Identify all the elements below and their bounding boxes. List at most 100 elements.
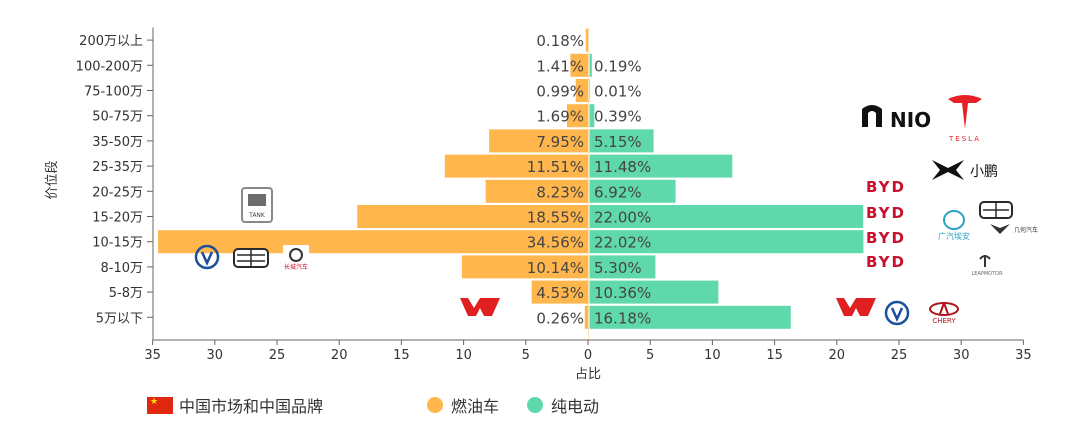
wuling-logo-ev: [836, 298, 876, 316]
legend-flag-label: 中国市场和中国品牌: [179, 397, 324, 416]
x-tick-label: 10: [455, 348, 472, 363]
gac-aion-logo: 广汽埃安: [938, 210, 970, 241]
x-tick-label: 25: [269, 348, 286, 363]
svg-text:小鹏: 小鹏: [970, 164, 998, 180]
geely-logo: [233, 248, 269, 268]
legend-fuel-label: 燃油车: [451, 397, 500, 416]
x-tick-label: 5: [522, 348, 530, 363]
ev-data-label: 0.01%: [594, 83, 642, 101]
svg-text:BYD: BYD: [866, 253, 906, 271]
ev-bar: [589, 230, 864, 254]
fuel-data-label: 0.26%: [536, 309, 584, 327]
svg-text:BYD: BYD: [866, 229, 906, 247]
svg-text:LEAPMOTOR: LEAPMOTOR: [971, 271, 1003, 277]
leapmotor-logo: LEAPMOTOR: [971, 255, 1003, 277]
fuel-bar: [485, 179, 588, 203]
data-labels: 0.18% 1.41% 0.19% 0.99% 0.01% 1.69% 0.39% 7.95%…: [527, 32, 651, 327]
legend-fuel-dot-icon: [427, 397, 444, 413]
ev-bar: [589, 104, 595, 128]
fuel-bar: [566, 104, 588, 128]
ev-data-label: 22.00%: [594, 209, 651, 227]
svg-text:TESLA: TESLA: [948, 135, 981, 143]
ev-data-label: 0.19%: [594, 57, 642, 75]
geely-logo-ev: [979, 201, 1013, 219]
x-tick-label: 35: [1015, 348, 1032, 363]
svg-text:TANK: TANK: [248, 212, 266, 219]
ev-bar: [589, 154, 733, 178]
ev-data-label: 16.18%: [594, 309, 651, 327]
category-label: 25-35万: [92, 160, 143, 175]
svg-text:CHERY: CHERY: [932, 317, 956, 325]
fuel-bar: [444, 154, 588, 178]
geometry-logo: 几何汽车: [990, 224, 1038, 234]
ev-bar: [589, 305, 791, 329]
ev-bar: [589, 53, 592, 77]
fuel-data-label: 0.18%: [536, 32, 584, 50]
fuel-bar: [461, 255, 588, 279]
great-wall-logo: 长城汽车: [283, 245, 309, 271]
x-tick-label: 20: [829, 348, 846, 363]
legend-ev-label: 纯电动: [551, 397, 600, 416]
x-tick-label: 25: [891, 348, 908, 363]
fuel-bar: [585, 28, 588, 52]
tank-logo: TANK: [241, 187, 273, 223]
byd-logo-2: BYD: [866, 204, 906, 222]
ev-data-label: 5.15%: [594, 133, 642, 151]
fuel-bar: [357, 205, 588, 228]
x-tick-label: 5: [646, 348, 654, 363]
wuling-logo: [460, 298, 500, 316]
fuel-series: [158, 28, 588, 329]
category-label: 75-100万: [84, 85, 143, 100]
ev-data-label: 11.48%: [594, 158, 651, 176]
changan-logo: [194, 244, 220, 270]
nio-logo: NIO: [862, 105, 931, 132]
byd-logo-3: BYD: [866, 229, 906, 247]
ev-data-label: 6.92%: [594, 183, 642, 201]
ev-data-label: 22.02%: [594, 234, 651, 252]
x-tick-label: 15: [393, 348, 410, 363]
x-tick-label: 0: [584, 348, 592, 363]
svg-text:NIO: NIO: [890, 108, 931, 132]
ev-bar: [589, 179, 676, 203]
svg-text:长城汽车: 长城汽车: [284, 263, 308, 271]
fuel-data-label: 1.41%: [536, 57, 584, 75]
svg-text:BYD: BYD: [866, 204, 906, 222]
fuel-bar: [158, 230, 588, 254]
fuel-data-label: 8.23%: [536, 183, 584, 201]
changan-logo-ev: [884, 300, 910, 326]
x-axis-title: 占比: [575, 367, 601, 382]
legend: ★ 中国市场和中国品牌 燃油车 纯电动: [147, 392, 707, 418]
fuel-data-label: 18.55%: [527, 209, 584, 227]
x-tick-label: 30: [207, 348, 224, 363]
fuel-data-label: 1.69%: [536, 108, 584, 126]
axes: 200万以上 100-200万 75-100万 50-75万 35-50万 25-35万 2…: [45, 27, 1032, 382]
x-tick-label: 30: [953, 348, 970, 363]
category-label: 5万以下: [96, 311, 143, 326]
china-flag-icon: ★: [147, 396, 173, 414]
xpeng-logo: 小鹏: [932, 160, 998, 180]
x-tick-label: 15: [766, 348, 783, 363]
byd-logo-4: BYD: [866, 253, 906, 271]
fuel-data-label: 0.99%: [536, 83, 584, 101]
fuel-bar: [489, 129, 588, 153]
ev-series: [589, 53, 864, 329]
fuel-bar: [575, 79, 588, 102]
x-tick-label: 35: [144, 348, 161, 363]
butterfly-bar-chart: 200万以上 100-200万 75-100万 50-75万 35-50万 25-35万 2…: [45, 27, 1038, 382]
category-label: 35-50万: [92, 135, 143, 150]
category-label: 20-25万: [92, 185, 143, 200]
chery-logo: CHERY: [929, 302, 959, 325]
legend-ev-dot-icon: [527, 397, 544, 413]
x-tick-label: 10: [704, 348, 721, 363]
ev-bar: [589, 79, 591, 102]
fuel-bar: [531, 280, 588, 304]
ev-data-label: 5.30%: [594, 259, 642, 277]
fuel-bar: [570, 53, 588, 77]
fuel-data-label: 7.95%: [536, 133, 584, 151]
ev-bar: [589, 129, 654, 153]
fuel-data-label: 10.14%: [527, 259, 584, 277]
svg-text:几何汽车: 几何汽车: [1014, 226, 1038, 234]
fuel-bar: [584, 305, 588, 329]
tesla-logo: TESLA: [948, 95, 982, 143]
svg-text:BYD: BYD: [866, 178, 906, 196]
